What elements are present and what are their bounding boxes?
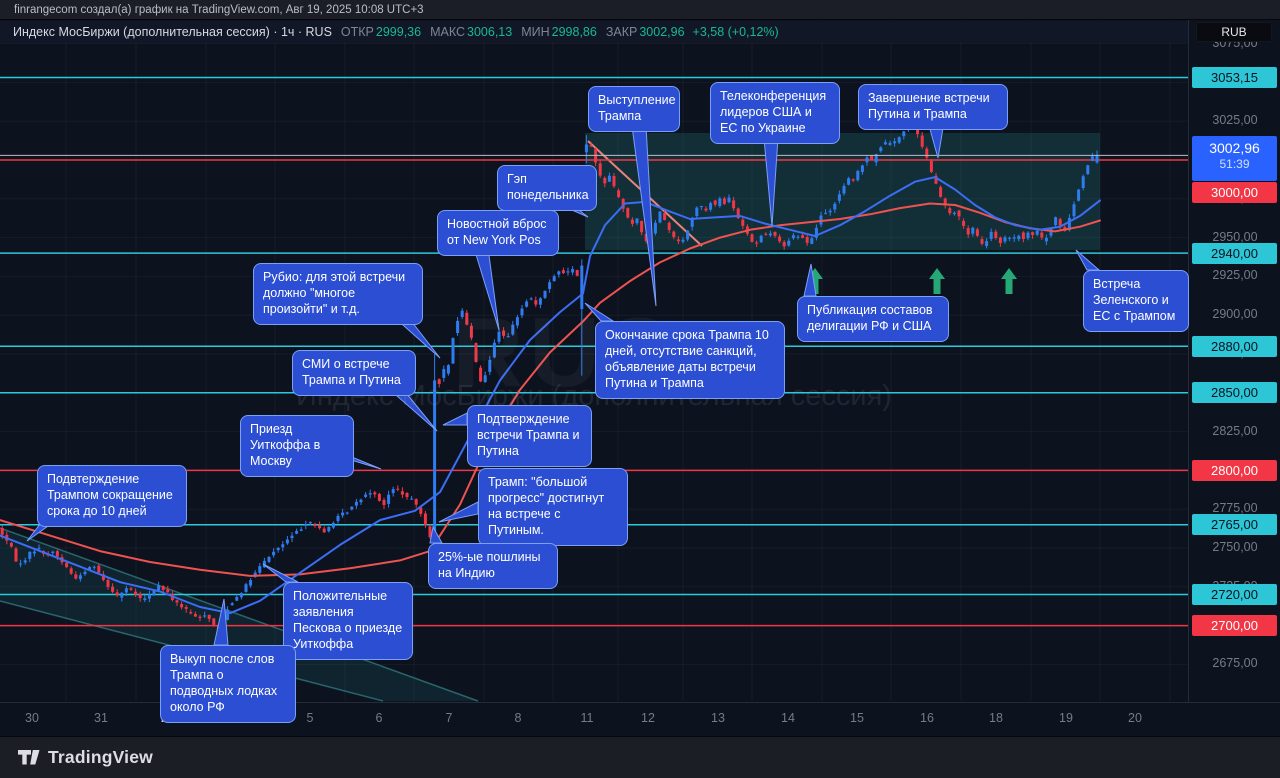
- alert-badge-2700: 2700,00: [1192, 615, 1277, 637]
- low-label: МИН: [521, 25, 550, 39]
- level-badge-2720: 2720,00: [1192, 584, 1277, 606]
- callout-poshliny-india[interactable]: 25%-ые пошлины на Индию: [428, 543, 558, 589]
- alert-badge-3000: 3000,00: [1192, 182, 1277, 203]
- time-tick-19: 19: [1059, 711, 1073, 725]
- callout-novostnoy-vbros[interactable]: Новостной вброс от New York Pos: [437, 210, 559, 256]
- time-tick-31: 31: [94, 711, 108, 725]
- callout-sokraschenie-sroka[interactable]: Подвтерждение Трампом сокращение срока д…: [37, 465, 187, 527]
- open-label: ОТКР: [340, 25, 374, 39]
- level-badge-2880: 2880,00: [1192, 335, 1277, 357]
- alert-badge-2800: 2800,00: [1192, 459, 1277, 481]
- high-label: МАКС: [430, 25, 466, 39]
- price-label-2825: 2825,00: [1212, 423, 1258, 438]
- price-label-3025: 3025,00: [1212, 113, 1258, 128]
- buy-arrow-icon: [929, 268, 945, 294]
- attribution-bar: finrangecom создал(а) график на TradingV…: [0, 0, 1280, 20]
- time-tick-5: 5: [306, 711, 314, 725]
- tradingview-logo-icon: [18, 750, 40, 765]
- open-value: 2999,36: [375, 25, 422, 39]
- callout-priezd-uitkoffa[interactable]: Приезд Уиткоффа в Москву: [240, 415, 354, 477]
- time-tick-16: 16: [920, 711, 934, 725]
- tradingview-logo[interactable]: TradingView: [18, 747, 153, 768]
- callout-vykup-posle-slov[interactable]: Выкуп после слов Трампа о подводных лодк…: [160, 645, 296, 723]
- time-tick-12: 12: [641, 711, 655, 725]
- callout-vystuplenie-trampa[interactable]: Выступление Трампа: [588, 86, 680, 132]
- symbol-title: Индекс МосБиржи (дополнительная сессия) …: [13, 25, 332, 39]
- attribution-text: finrangecom создал(а) график на TradingV…: [14, 4, 424, 16]
- time-tick-8: 8: [514, 711, 522, 725]
- callout-telekonferencia[interactable]: Телеконференция лидеров США и ЕС по Укра…: [710, 82, 840, 144]
- callout-vstrecha-zelenskogo[interactable]: Встреча Зеленского и ЕС с Трампом: [1083, 270, 1189, 332]
- price-label-2775: 2775,00: [1212, 501, 1258, 516]
- time-tick-11: 11: [580, 711, 594, 725]
- time-tick-18: 18: [989, 711, 1003, 725]
- close-value: 3002,96: [639, 25, 685, 39]
- time-tick-7: 7: [445, 711, 453, 725]
- callout-rubio[interactable]: Рубио: для этой встречи должно "многое п…: [253, 263, 423, 325]
- callout-zavershenie-vstrechi[interactable]: Завершение встречи Путина и Трампа: [858, 84, 1008, 130]
- level-badge-2940: 2940,00: [1192, 242, 1277, 264]
- callout-zayavlenia-peskova[interactable]: Положительные заявления Пескова о приезд…: [283, 582, 413, 660]
- high-value: 3006,13: [467, 25, 513, 39]
- current-price-value: 3002,96: [1209, 140, 1260, 156]
- price-label-2750: 2750,00: [1212, 540, 1258, 554]
- low-value: 2998,86: [551, 25, 597, 39]
- callout-okonchanie-sroka[interactable]: Окончание срока Трампа 10 дней, отсутств…: [595, 321, 785, 399]
- callout-smi-o-vstreche[interactable]: СМИ о встрече Трампа и Путина: [292, 350, 416, 396]
- time-tick-30: 30: [25, 711, 39, 725]
- tradingview-logo-text: TradingView: [48, 747, 153, 767]
- time-tick-13: 13: [711, 711, 725, 725]
- callout-gep-ponedelnika[interactable]: Гэп понедельника: [497, 165, 597, 211]
- price-label-2900: 2900,00: [1212, 307, 1258, 322]
- price-axis[interactable]: 3075,003050,003025,003000,002975,002950,…: [1188, 20, 1280, 702]
- close-label: ЗАКР: [605, 25, 638, 39]
- chart-legend[interactable]: Индекс МосБиржи (дополнительная сессия) …: [0, 21, 1188, 43]
- time-tick-15: 15: [850, 711, 864, 725]
- currency-toggle-button[interactable]: RUB: [1196, 22, 1272, 42]
- time-tick-20: 20: [1128, 711, 1142, 725]
- level-badge-2850: 2850,00: [1192, 382, 1277, 404]
- time-tick-6: 6: [375, 711, 383, 725]
- time-tick-14: 14: [781, 711, 795, 725]
- price-label-2675: 2675,00: [1212, 656, 1258, 671]
- change-value: +3,58 (+0,12%): [692, 25, 779, 39]
- price-label-2950: 2950,00: [1212, 229, 1258, 244]
- callout-podtverzhdenie-vstrechi[interactable]: Подтверждение встречи Трампа и Путина: [467, 405, 592, 467]
- price-label-2925: 2925,00: [1212, 268, 1258, 283]
- level-badge-3053.15: 3053,15: [1192, 67, 1277, 88]
- level-badge-2765: 2765,00: [1192, 514, 1277, 536]
- bar-countdown: 51:39: [1219, 157, 1250, 171]
- buy-arrow-icon: [1001, 268, 1017, 294]
- current-price-badge: 3002,96 51:39: [1192, 136, 1277, 181]
- callout-publikacia-sostavov[interactable]: Публикация составов делигации РФ и США: [797, 296, 949, 342]
- footer-bar: TradingView: [0, 736, 1280, 778]
- callout-tramp-progress[interactable]: Трамп: "большой прогресс" достигнут на в…: [478, 468, 628, 546]
